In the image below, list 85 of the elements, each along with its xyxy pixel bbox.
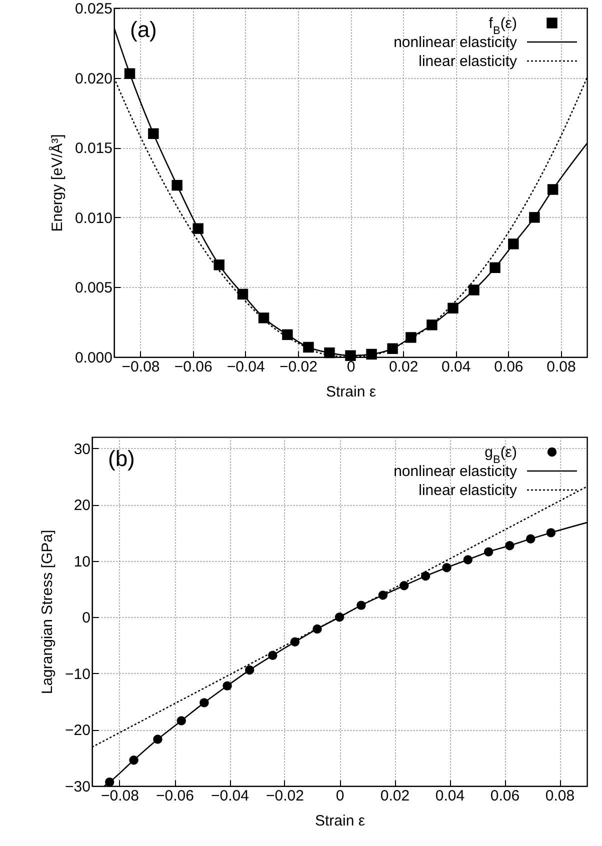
y-tick-label: 0.015 <box>74 140 112 158</box>
y-tick-label: 10 <box>74 553 90 570</box>
point <box>468 284 480 296</box>
point <box>104 777 114 787</box>
point <box>312 624 322 634</box>
point <box>526 534 536 544</box>
point <box>387 343 398 354</box>
point <box>222 681 232 690</box>
y-tick-label: 30 <box>74 440 90 458</box>
point <box>484 547 494 556</box>
point <box>237 288 248 300</box>
x-axis-title: Strain ε <box>326 384 376 400</box>
x-tick-label: 0.08 <box>546 358 576 376</box>
point <box>129 756 138 765</box>
x-tick-label: −0.04 <box>211 788 249 804</box>
point <box>546 528 556 538</box>
point <box>345 350 356 361</box>
y-axis-title: Energy [eV/Å³] <box>48 134 66 232</box>
y-axis-title: Lagrangian Stress [GPa] <box>39 530 56 694</box>
point <box>200 698 209 708</box>
point <box>406 332 416 343</box>
x-tick-label: 0.06 <box>494 358 524 376</box>
point <box>153 734 162 744</box>
legend-label: nonlinear elasticity <box>394 463 518 480</box>
point <box>268 650 278 660</box>
y-tick-label: −20 <box>65 722 90 740</box>
y-tick-label: −10 <box>65 666 90 683</box>
x-tick-label: 0.08 <box>545 788 575 804</box>
point <box>290 637 300 646</box>
x-tick-label: 0.02 <box>380 788 410 804</box>
x-tick-label: −0.02 <box>266 788 304 804</box>
x-tick-label: −0.04 <box>226 358 265 376</box>
point <box>176 716 186 726</box>
legend-label: linear elasticity <box>418 53 518 70</box>
x-tick-label: 0 <box>346 358 356 376</box>
legend-label: nonlinear elasticity <box>394 34 518 51</box>
point <box>490 262 500 274</box>
legend-label: linear elasticity <box>418 482 518 499</box>
legend-label: f$_{B}$(ε) <box>488 15 517 37</box>
x-tick-label: 0.02 <box>388 358 418 376</box>
point <box>244 665 254 675</box>
point <box>282 329 293 340</box>
point <box>366 348 377 360</box>
point <box>258 312 270 324</box>
point <box>448 302 458 314</box>
legend-label: g$_{B}$(ε) <box>484 444 517 466</box>
point <box>192 223 204 234</box>
y-tick-label: 0.005 <box>74 280 112 297</box>
point <box>420 571 430 581</box>
annotation: (b) <box>108 446 135 471</box>
point <box>529 212 540 223</box>
y-tick-label: −30 <box>65 778 90 796</box>
y-tick-label: 0.025 <box>74 0 112 18</box>
point <box>505 541 514 550</box>
x-tick-label: −0.08 <box>122 358 160 376</box>
point <box>426 320 438 330</box>
y-tick-label: 0.010 <box>74 210 112 227</box>
annotation: (a) <box>130 17 157 42</box>
point <box>214 260 224 270</box>
point <box>356 600 366 610</box>
point <box>303 342 314 353</box>
point <box>172 180 182 191</box>
x-tick-label: 0.04 <box>442 358 471 376</box>
point <box>334 612 344 622</box>
x-axis-title: Strain ε <box>314 812 366 830</box>
x-tick-label: 0.04 <box>435 788 465 804</box>
x-tick-label: −0.08 <box>101 788 139 804</box>
point <box>463 555 473 564</box>
point <box>508 238 519 250</box>
x-tick-label: −0.02 <box>279 358 318 376</box>
y-tick-label: 0 <box>82 610 90 627</box>
x-tick-label: 0 <box>336 788 344 804</box>
point <box>378 590 388 600</box>
y-tick-label: 20 <box>74 497 90 514</box>
y-tick-label: 0.020 <box>74 70 112 88</box>
y-tick-label: 0.000 <box>74 350 112 366</box>
point <box>324 347 335 358</box>
point <box>400 581 409 590</box>
point <box>148 128 159 139</box>
x-tick-label: −0.06 <box>156 788 194 804</box>
x-tick-label: −0.06 <box>174 358 212 376</box>
point <box>442 562 452 572</box>
x-tick-label: 0.06 <box>490 788 520 804</box>
point <box>547 184 558 195</box>
point <box>124 68 136 79</box>
